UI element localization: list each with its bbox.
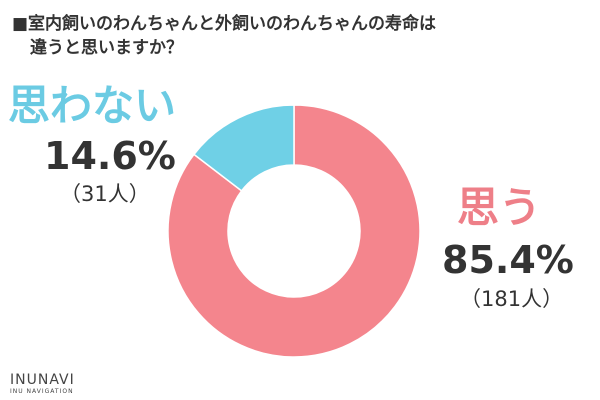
logo-subtitle: INU NAVIGATION [10, 388, 74, 395]
inunavi-logo: INUNAVI INU NAVIGATION [10, 372, 75, 396]
slice-count-yes: （181人） [460, 287, 564, 311]
slice-no [192, 104, 295, 192]
chart-title: ■室内飼いのわんちゃんと外飼いのわんちゃんの寿命は 違うと思いますか？ [12, 12, 532, 60]
slice-percent-no: 14.6% [44, 134, 176, 178]
slice-label-yes: 思う [457, 183, 542, 232]
logo-brand: INUNAVI [10, 372, 75, 388]
chart-title-line-2: 違うと思いますか？ [30, 38, 183, 58]
chart-title-line-1: ■室内飼いのわんちゃんと外飼いのわんちゃんの寿命は [12, 14, 437, 34]
slice-percent-yes: 85.4% [442, 238, 574, 282]
slice-yes [167, 104, 421, 358]
slice-label-no: 思わない [8, 81, 177, 130]
slice-count-no: （31人） [60, 182, 150, 206]
